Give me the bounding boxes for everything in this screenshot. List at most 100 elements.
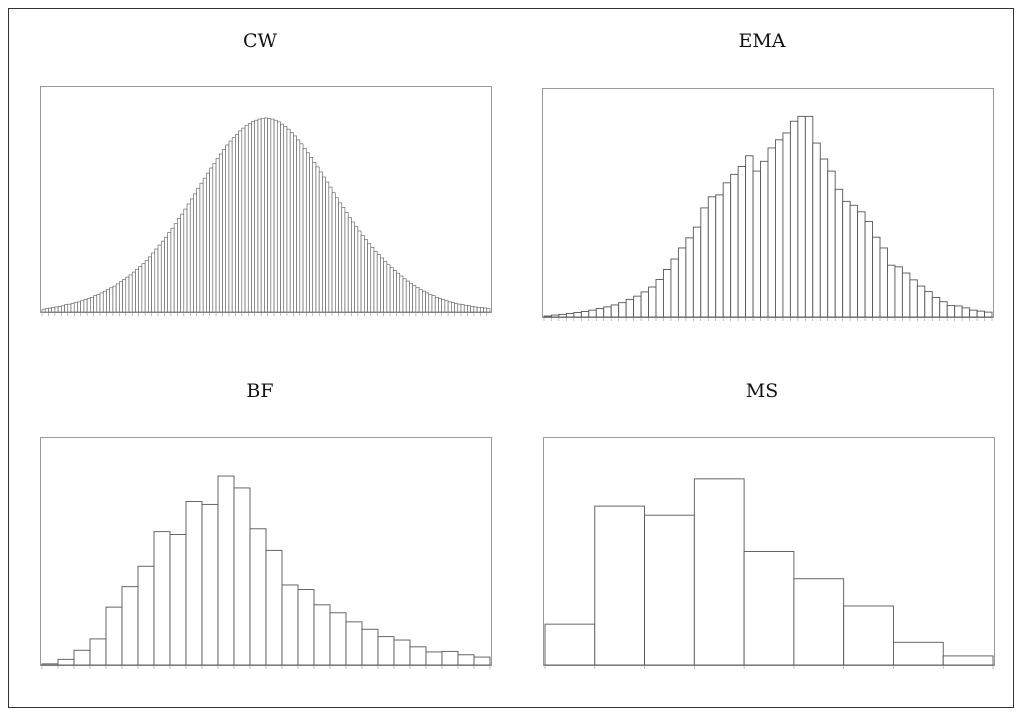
bar-ema-17 xyxy=(670,258,679,318)
bar-ema-42 xyxy=(857,211,866,318)
bar-cw-1 xyxy=(44,308,49,313)
bar-cw-90 xyxy=(331,192,336,313)
bar-ema-56 xyxy=(961,307,971,318)
bar-cw-75 xyxy=(283,126,288,313)
bar-cw-42 xyxy=(177,218,181,313)
bar-ema-32 xyxy=(782,132,791,318)
bar-ema-46 xyxy=(887,264,896,318)
bar-ema-15 xyxy=(655,279,664,318)
bar-bf-7 xyxy=(153,531,171,666)
bar-bf-9 xyxy=(185,501,203,666)
bar-cw-89 xyxy=(328,186,333,313)
bar-ema-44 xyxy=(872,236,881,318)
bar-ms-2 xyxy=(644,514,695,666)
bar-cw-54 xyxy=(215,158,220,313)
bar-cw-61 xyxy=(238,130,243,313)
bar-cw-127 xyxy=(451,302,455,313)
bar-cw-104 xyxy=(376,254,381,313)
bar-cw-119 xyxy=(425,292,430,313)
bar-ema-48 xyxy=(901,272,911,318)
bar-cw-114 xyxy=(409,283,413,313)
bar-ema-23 xyxy=(715,194,724,318)
bar-cw-5 xyxy=(57,306,62,313)
bar-cw-23 xyxy=(115,283,120,313)
bar-ema-27 xyxy=(745,155,754,318)
bar-ema-34 xyxy=(797,115,806,318)
bar-ms-8 xyxy=(942,655,994,666)
bar-bf-6 xyxy=(137,565,155,666)
bar-ema-54 xyxy=(946,305,956,318)
bar-cw-17 xyxy=(96,294,101,313)
bar-cw-63 xyxy=(244,124,249,313)
bar-bf-5 xyxy=(121,586,139,666)
bar-cw-62 xyxy=(241,127,246,313)
bar-cw-71 xyxy=(270,118,275,313)
bar-cw-25 xyxy=(122,279,127,313)
bar-cw-111 xyxy=(399,275,404,313)
bar-cw-70 xyxy=(267,118,272,313)
bar-cw-129 xyxy=(457,303,462,313)
bar-cw-33 xyxy=(148,256,152,313)
bar-cw-15 xyxy=(90,297,94,313)
bar-cw-38 xyxy=(164,236,168,313)
bar-ema-8 xyxy=(603,306,612,318)
bar-cw-22 xyxy=(112,285,117,313)
bar-bf-26 xyxy=(457,654,475,666)
bar-cw-85 xyxy=(315,166,320,313)
bar-ms-4 xyxy=(743,551,795,666)
bar-cw-14 xyxy=(86,298,91,313)
bar-cw-135 xyxy=(476,307,481,313)
bar-cw-131 xyxy=(463,304,468,313)
bar-ema-14 xyxy=(648,286,657,318)
bar-cw-68 xyxy=(260,118,265,313)
bar-ema-5 xyxy=(580,311,590,318)
bar-cw-39 xyxy=(167,232,172,313)
bar-ms-7 xyxy=(892,641,944,666)
bar-ema-39 xyxy=(834,188,844,318)
bar-cw-51 xyxy=(206,172,210,313)
bar-ema-30 xyxy=(767,147,776,318)
bar-cw-24 xyxy=(119,281,123,313)
bar-ema-29 xyxy=(760,160,769,318)
bar-cw-93 xyxy=(341,207,346,313)
bar-cw-91 xyxy=(334,197,339,313)
chart-bf xyxy=(40,437,492,669)
bar-cw-124 xyxy=(441,299,446,313)
bar-bf-0 xyxy=(41,663,59,666)
bar-bf-11 xyxy=(217,475,235,666)
bar-cw-49 xyxy=(199,182,204,313)
bar-bf-18 xyxy=(329,612,347,666)
bar-bf-21 xyxy=(377,636,395,666)
bar-cw-106 xyxy=(383,261,388,313)
bar-ema-50 xyxy=(916,285,926,318)
bar-ema-47 xyxy=(894,266,903,318)
bar-ema-9 xyxy=(610,304,620,318)
bar-cw-45 xyxy=(186,203,191,313)
bar-cw-12 xyxy=(80,300,85,313)
bar-bf-20 xyxy=(361,628,379,666)
bar-ema-4 xyxy=(573,311,582,318)
bar-cw-109 xyxy=(393,270,397,313)
bar-cw-125 xyxy=(444,300,449,313)
bar-ema-31 xyxy=(775,139,784,318)
bar-cw-28 xyxy=(131,271,136,313)
bar-bf-19 xyxy=(345,621,363,666)
bar-cw-136 xyxy=(480,307,484,313)
bar-cw-35 xyxy=(154,248,159,313)
bar-cw-74 xyxy=(280,123,285,313)
bar-ema-10 xyxy=(618,302,627,318)
bar-cw-58 xyxy=(228,140,233,313)
bar-cw-110 xyxy=(396,272,401,313)
bar-ms-3 xyxy=(693,478,745,666)
bar-ema-18 xyxy=(677,247,687,318)
bar-ema-35 xyxy=(804,115,814,318)
bar-cw-3 xyxy=(51,307,56,313)
bar-cw-105 xyxy=(380,257,384,313)
bar-bf-14 xyxy=(265,549,283,666)
bar-ema-25 xyxy=(730,173,739,318)
bar-bf-8 xyxy=(169,534,187,666)
bar-cw-118 xyxy=(422,290,426,313)
bar-ema-13 xyxy=(640,291,649,318)
bar-ema-0 xyxy=(543,315,552,318)
bar-cw-43 xyxy=(180,213,185,313)
